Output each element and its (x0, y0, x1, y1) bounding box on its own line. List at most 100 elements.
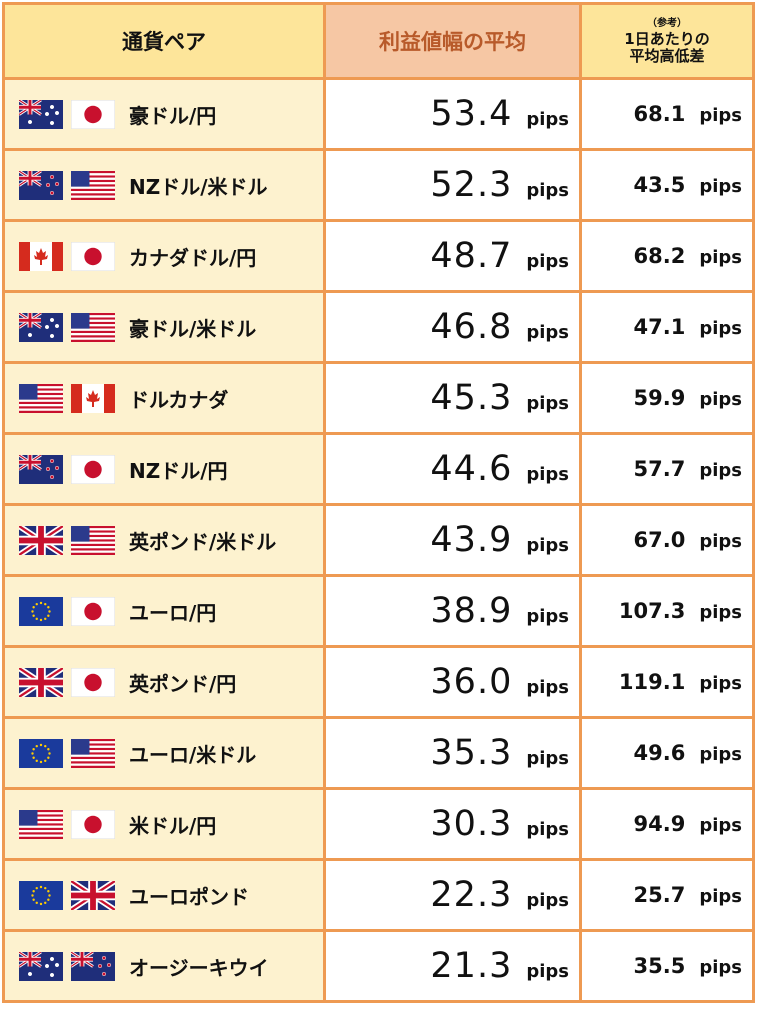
pair-cell: ユーロポンド (2, 858, 326, 932)
average-profit-unit: pips (526, 961, 569, 982)
united-kingdom-flag-icon (71, 880, 123, 910)
average-profit-unit: pips (526, 606, 569, 627)
pair-cell: 英ポンド/米ドル (2, 503, 326, 577)
table-row: 英ポンド/米ドル 43.9 pips 67.0 pips (2, 503, 755, 577)
pair-cell: 英ポンド/円 (2, 645, 326, 719)
pair-name: NZドル/円 (129, 458, 228, 483)
daily-range-value: 94.9 (633, 812, 686, 836)
daily-range-unit: pips (699, 957, 742, 978)
daily-range-value: 47.1 (633, 315, 686, 339)
united-states-flag-icon (19, 383, 71, 413)
table-row: オージーキウイ 21.3 pips 35.5 pips (2, 929, 755, 1003)
average-profit-unit: pips (526, 677, 569, 698)
average-profit-cell: 36.0 pips (323, 645, 582, 719)
daily-range-cell: 67.0 pips (579, 503, 755, 577)
daily-range-value: 68.1 (633, 102, 686, 126)
daily-range-cell: 119.1 pips (579, 645, 755, 719)
average-profit-value: 52.3 (430, 165, 513, 205)
canada-flag-icon (19, 241, 71, 271)
header-reference-note: （参考） (647, 18, 687, 29)
daily-range-value: 35.5 (633, 954, 686, 978)
average-profit-cell: 44.6 pips (323, 432, 582, 506)
average-profit-value: 38.9 (430, 591, 513, 631)
pair-cell: 豪ドル/円 (2, 77, 326, 151)
daily-range-unit: pips (699, 389, 742, 410)
daily-range-value: 25.7 (633, 883, 686, 907)
daily-range-cell: 25.7 pips (579, 858, 755, 932)
average-profit-unit: pips (526, 464, 569, 485)
average-profit-unit: pips (526, 180, 569, 201)
japan-flag-icon (71, 667, 123, 697)
table-row: 米ドル/円 30.3 pips 94.9 pips (2, 787, 755, 861)
pair-name: オージーキウイ (129, 955, 269, 980)
daily-range-cell: 57.7 pips (579, 432, 755, 506)
average-profit-value: 21.3 (430, 946, 513, 986)
pair-name: ユーロ/米ドル (129, 742, 257, 767)
japan-flag-icon (71, 596, 123, 626)
pair-name: 英ポンド/米ドル (129, 529, 277, 554)
average-profit-value: 35.3 (430, 733, 513, 773)
daily-range-value: 107.3 (618, 599, 686, 623)
average-profit-cell: 52.3 pips (323, 148, 582, 222)
pair-name: 豪ドル/円 (129, 103, 217, 128)
japan-flag-icon (71, 809, 123, 839)
pair-name: カナダドル/円 (129, 245, 257, 270)
daily-range-value: 119.1 (618, 670, 686, 694)
australia-flag-icon (19, 99, 71, 129)
table-row: ドルカナダ 45.3 pips 59.9 pips (2, 361, 755, 435)
average-profit-value: 22.3 (430, 875, 513, 915)
pair-cell: NZドル/米ドル (2, 148, 326, 222)
daily-range-cell: 35.5 pips (579, 929, 755, 1003)
united-kingdom-flag-icon (19, 667, 71, 697)
united-states-flag-icon (71, 738, 123, 768)
header-currency-pair: 通貨ペア (2, 2, 326, 80)
pair-name: ユーロ/円 (129, 600, 217, 625)
japan-flag-icon (71, 241, 123, 271)
united-states-flag-icon (71, 525, 123, 555)
pair-cell: ドルカナダ (2, 361, 326, 435)
pair-name: 米ドル/円 (129, 813, 217, 838)
average-profit-cell: 45.3 pips (323, 361, 582, 435)
table-row: 豪ドル/円 53.4 pips 68.1 pips (2, 77, 755, 151)
daily-range-value: 59.9 (633, 386, 686, 410)
average-profit-cell: 38.9 pips (323, 574, 582, 648)
pair-cell: オージーキウイ (2, 929, 326, 1003)
average-profit-value: 45.3 (430, 378, 513, 418)
average-profit-cell: 22.3 pips (323, 858, 582, 932)
table-row: ユーロ/円 38.9 pips 107.3 pips (2, 574, 755, 648)
table-row: 豪ドル/米ドル 46.8 pips 47.1 pips (2, 290, 755, 364)
european-union-flag-icon (19, 880, 71, 910)
table-row: 英ポンド/円 36.0 pips 119.1 pips (2, 645, 755, 719)
average-profit-cell: 43.9 pips (323, 503, 582, 577)
pair-name: ユーロポンド (129, 884, 249, 909)
table-row: カナダドル/円 48.7 pips 68.2 pips (2, 219, 755, 293)
currency-pair-table: 通貨ペア 利益値幅の平均 （参考） 1日あたりの 平均高低差 豪ドル/円 53.… (2, 2, 755, 1003)
average-profit-unit: pips (526, 109, 569, 130)
pair-cell: カナダドル/円 (2, 219, 326, 293)
daily-range-unit: pips (699, 673, 742, 694)
average-profit-cell: 35.3 pips (323, 716, 582, 790)
average-profit-value: 44.6 (430, 449, 513, 489)
daily-range-value: 43.5 (633, 173, 686, 197)
average-profit-cell: 48.7 pips (323, 219, 582, 293)
header-daily-range: （参考） 1日あたりの 平均高低差 (579, 2, 755, 80)
daily-range-value: 57.7 (633, 457, 686, 481)
average-profit-unit: pips (526, 251, 569, 272)
table-row: NZドル/円 44.6 pips 57.7 pips (2, 432, 755, 506)
new-zealand-flag-icon (19, 454, 71, 484)
average-profit-value: 48.7 (430, 236, 513, 276)
average-profit-value: 43.9 (430, 520, 513, 560)
average-profit-unit: pips (526, 535, 569, 556)
daily-range-unit: pips (699, 247, 742, 268)
pair-name: NZドル/米ドル (129, 174, 268, 199)
daily-range-cell: 94.9 pips (579, 787, 755, 861)
average-profit-value: 53.4 (430, 94, 513, 134)
average-profit-cell: 46.8 pips (323, 290, 582, 364)
united-states-flag-icon (19, 809, 71, 839)
average-profit-cell: 21.3 pips (323, 929, 582, 1003)
pair-name: ドルカナダ (129, 387, 229, 412)
japan-flag-icon (71, 454, 123, 484)
daily-range-value: 49.6 (633, 741, 686, 765)
table-row: ユーロポンド 22.3 pips 25.7 pips (2, 858, 755, 932)
table-row: ユーロ/米ドル 35.3 pips 49.6 pips (2, 716, 755, 790)
